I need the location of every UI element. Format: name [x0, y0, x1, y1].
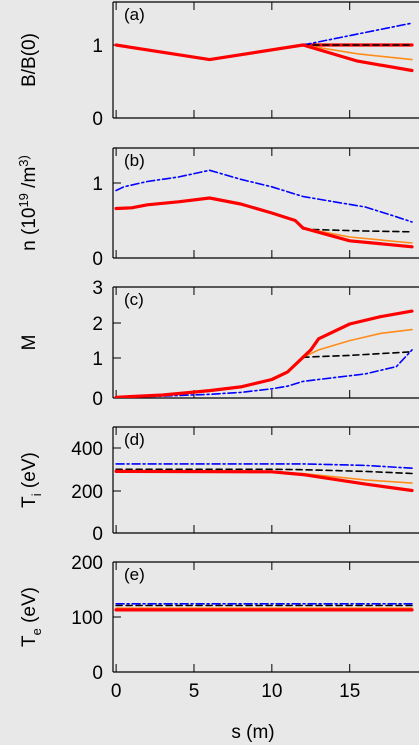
series-group	[114, 602, 414, 612]
panels: 01(a)B/B(0)01(b)n (1019 /m3)0123(c)M0200…	[16, 1, 419, 702]
series-line-red	[301, 43, 414, 73]
series-line-red	[114, 355, 305, 398]
series-line-red	[301, 226, 414, 249]
series-line-blue-dashdot	[302, 22, 413, 46]
subscript: i	[29, 493, 44, 496]
series-line-black-dashed	[302, 350, 413, 359]
panel-label: (d)	[124, 430, 145, 449]
x-tick-label: 0	[111, 681, 122, 702]
y-tick-label: 0	[92, 389, 103, 410]
series-group	[114, 309, 414, 398]
panel-b: 01(b)n (1019 /m3)	[16, 147, 419, 270]
superscript: 19	[16, 193, 31, 207]
panel-label: (c)	[124, 290, 144, 309]
y-tick-label: 0	[92, 663, 103, 684]
panel-d: 0 200 400 (d) Ti (eV)	[19, 426, 419, 545]
y-axis-label: B/B(0)	[19, 33, 40, 87]
y-tick-label: 1	[92, 349, 103, 370]
y-tick-label: 400	[71, 439, 103, 460]
superscript: 3)	[16, 155, 31, 167]
panel-label: (b)	[124, 151, 145, 170]
series-line-red	[301, 309, 414, 359]
series-group	[114, 169, 414, 249]
panel-a: 0 1 (a) B/B(0)	[19, 1, 419, 130]
y-tick-label: 0	[92, 249, 103, 270]
panel-label: (e)	[124, 565, 145, 584]
y-tick-label: 1	[92, 36, 103, 57]
series-line-red	[114, 196, 305, 230]
y-tick-label: 0	[92, 524, 103, 545]
y-tick-label: 0	[92, 109, 103, 130]
series-line-blue-dashdot	[115, 463, 413, 470]
y-tick-label: 2	[92, 314, 103, 335]
y-tick-label: 200	[71, 553, 103, 574]
series-line-orange	[302, 44, 413, 61]
panel-e: 0 100 200 (e) Te (eV)	[19, 553, 419, 684]
y-axis-label: M	[19, 335, 40, 351]
x-tick-label: 10	[261, 681, 282, 702]
panel-label: (a)	[124, 5, 145, 24]
series-line-red	[114, 469, 414, 493]
series-line-blue-dashdot	[115, 169, 413, 223]
x-tick-label: 5	[189, 681, 200, 702]
subscript: e	[29, 628, 44, 635]
y-tick-label: 3	[92, 278, 103, 299]
series-group	[114, 463, 414, 493]
y-tick-label: 100	[71, 608, 103, 629]
y-axis-label: Ti (eV)	[19, 452, 44, 508]
panel-c: 0 1 2 3 (c) M	[19, 278, 419, 410]
series-line-black-dashed	[115, 468, 413, 475]
series-group	[114, 22, 414, 73]
series-line-orange	[302, 328, 413, 359]
x-axis-label: s (m)	[231, 722, 274, 743]
x-tick-label: 15	[339, 681, 360, 702]
y-tick-label: 200	[71, 482, 103, 503]
y-tick-label: 1	[92, 174, 103, 195]
series-line-blue-dashdot	[115, 349, 413, 398]
y-axis-label: Te (eV)	[19, 587, 44, 647]
